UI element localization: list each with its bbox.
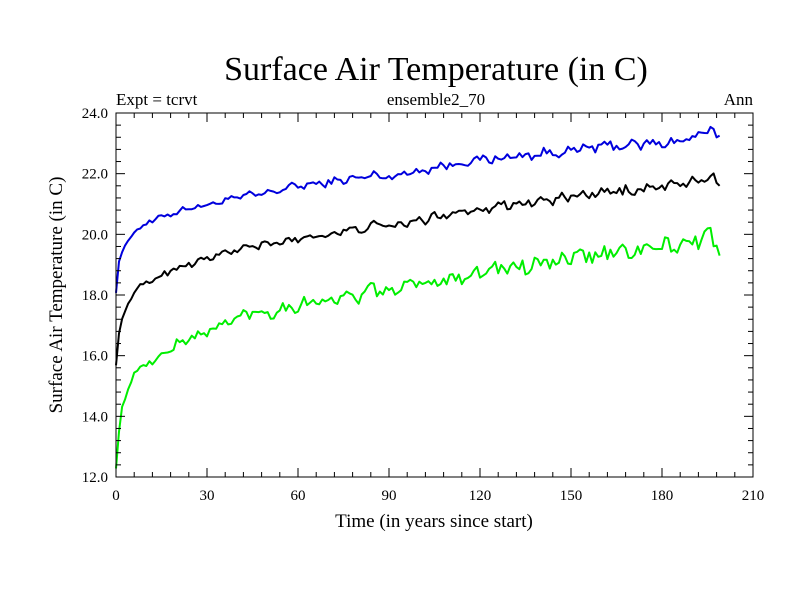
experiment-label: Expt = tcrvt (116, 90, 198, 109)
y-tick-label: 14.0 (82, 409, 108, 425)
x-tick-label: 180 (651, 488, 674, 504)
x-tick-label: 0 (112, 488, 120, 504)
y-tick-label: 12.0 (82, 470, 108, 486)
x-tick-label: 60 (291, 488, 306, 504)
y-axis-label: Surface Air Temperature (in C) (46, 177, 67, 414)
x-axis-label: Time (in years since start) (335, 511, 533, 532)
x-tick-label: 90 (382, 488, 397, 504)
series-line-upper (115, 125, 721, 293)
y-tick-label: 18.0 (82, 288, 108, 304)
x-axis-ticks: 0 30 60 90 120 150 180 210 (112, 113, 764, 504)
chart-title: Surface Air Temperature (in C) (224, 51, 648, 88)
y-tick-label: 20.0 (82, 227, 108, 243)
y-axis-ticks: 12.0 14.0 16.0 18.0 20.0 22.0 24.0 (82, 106, 753, 486)
y-tick-label: 16.0 (82, 349, 108, 365)
y-tick-label: 24.0 (82, 106, 108, 122)
series-layer (115, 125, 721, 469)
y-tick-label: 22.0 (82, 167, 108, 183)
ensemble-label: ensemble2_70 (387, 90, 485, 109)
x-tick-label: 30 (200, 488, 215, 504)
period-label: Ann (724, 90, 754, 109)
x-tick-label: 120 (469, 488, 492, 504)
series-line-middle (115, 172, 721, 366)
series-line-lower (115, 226, 721, 469)
x-tick-label: 210 (742, 488, 765, 504)
x-tick-label: 150 (560, 488, 583, 504)
